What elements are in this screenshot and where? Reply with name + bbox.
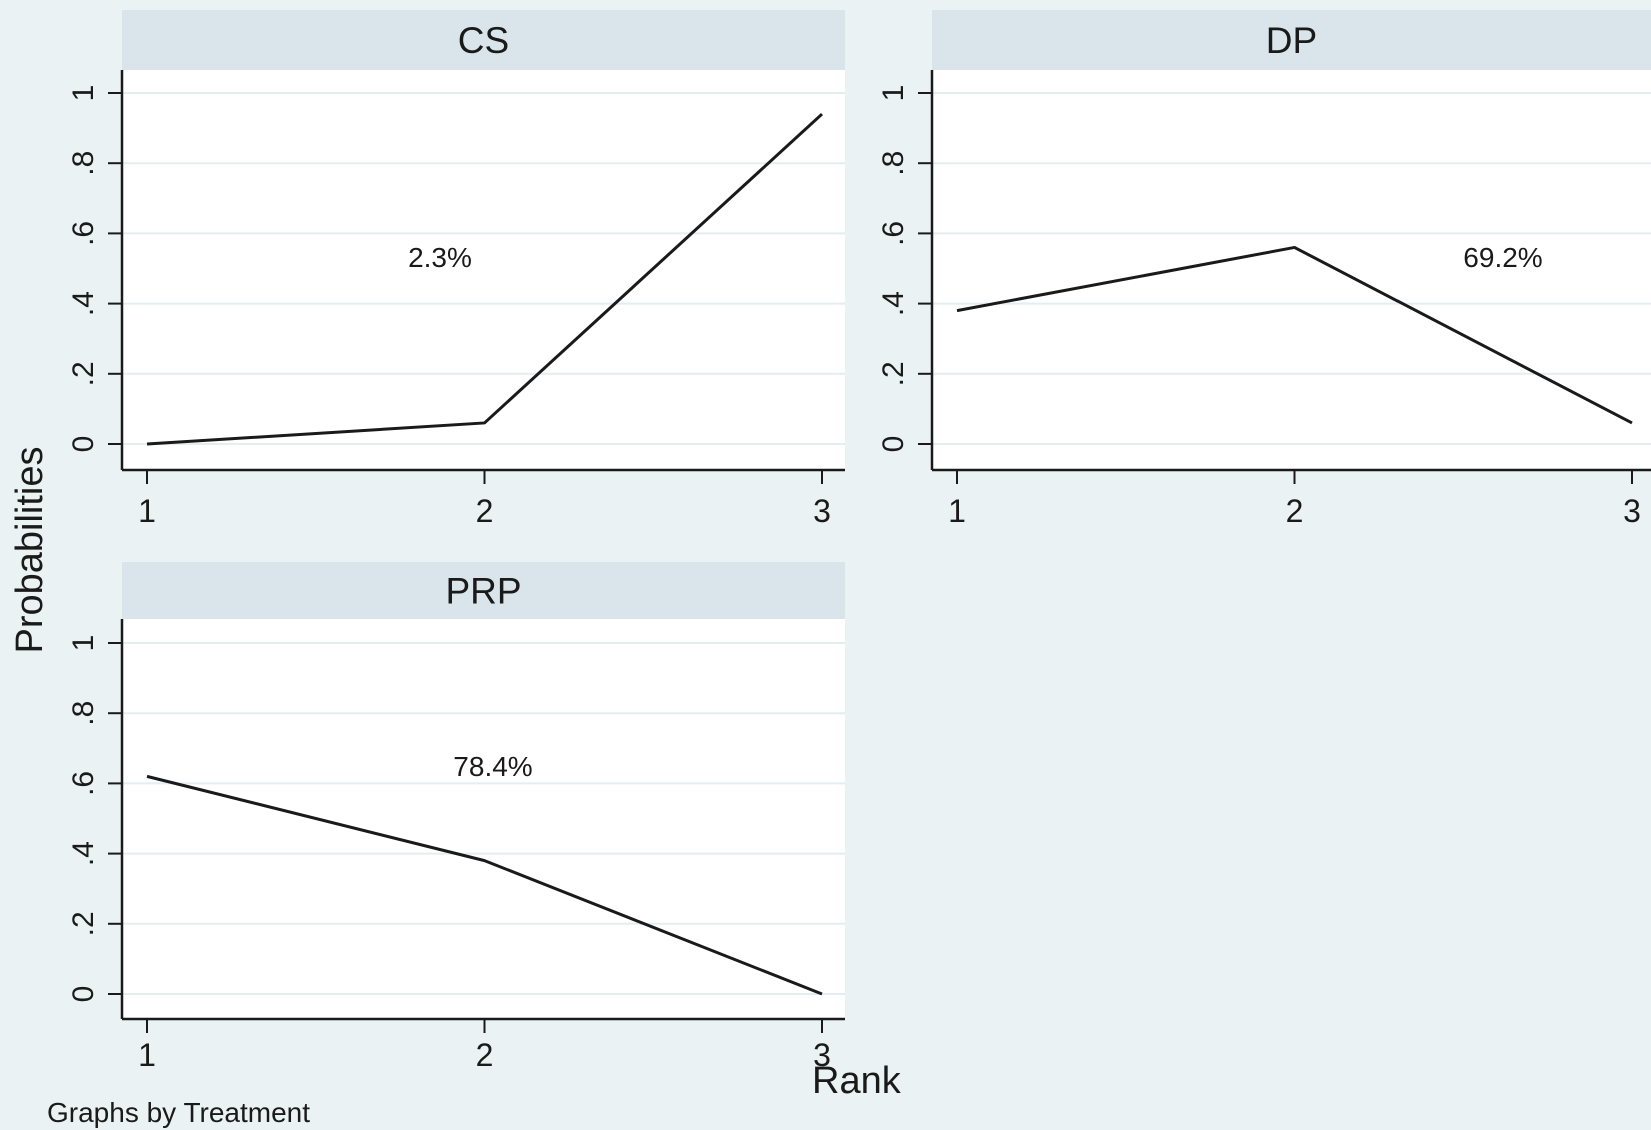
panel-title-strip bbox=[122, 10, 845, 70]
x-tick-label: 2 bbox=[476, 493, 494, 529]
x-tick-label: 1 bbox=[138, 493, 156, 529]
x-tick-label: 1 bbox=[138, 1037, 156, 1073]
x-tick-label: 3 bbox=[1623, 493, 1641, 529]
plot-area bbox=[122, 619, 845, 1019]
y-tick-label: 0 bbox=[67, 436, 100, 453]
y-tick-label: .6 bbox=[67, 221, 100, 246]
y-tick-label: .8 bbox=[877, 151, 910, 176]
y-tick-label: .6 bbox=[877, 221, 910, 246]
panel-title: CS bbox=[458, 20, 509, 61]
y-tick-label: .4 bbox=[877, 291, 910, 316]
y-tick-label: .2 bbox=[67, 361, 100, 386]
panel-title-strip bbox=[122, 562, 845, 619]
x-tick-label: 2 bbox=[476, 1037, 494, 1073]
panel-title-strip bbox=[932, 10, 1651, 70]
panel-title: PRP bbox=[445, 571, 521, 612]
panels-group: CS 0 .2 .4 .6 .8 1 1 2 3 2.3% DP 0 .2 .4 .6 .8 1 1 2 3 69.2% P… bbox=[67, 10, 1651, 1073]
x-tick-label: 2 bbox=[1286, 493, 1304, 529]
y-tick-label: .8 bbox=[67, 701, 100, 726]
y-tick-label: .4 bbox=[67, 291, 100, 316]
y-axis-label: Probabilities bbox=[9, 447, 51, 654]
x-tick-label: 1 bbox=[948, 493, 966, 529]
panel-title: DP bbox=[1266, 20, 1317, 61]
y-tick-label: .4 bbox=[67, 841, 100, 866]
graphs-by-note: Graphs by Treatment bbox=[47, 1097, 310, 1128]
x-axis-label: Rank bbox=[812, 1060, 902, 1102]
y-tick-label: .2 bbox=[67, 911, 100, 936]
plot-area bbox=[932, 70, 1651, 470]
panel-cs: CS 0 .2 .4 .6 .8 1 1 2 3 2.3% bbox=[67, 10, 845, 529]
panel-prp: PRP 0 .2 .4 .6 .8 1 1 2 3 78.4% bbox=[67, 562, 845, 1073]
x-tick-label: 3 bbox=[813, 1037, 831, 1073]
series-line bbox=[956, 245, 1633, 425]
y-tick-label: .8 bbox=[67, 151, 100, 176]
y-tick-label: .6 bbox=[67, 771, 100, 796]
plot-area bbox=[122, 70, 845, 470]
y-tick-label: 0 bbox=[67, 986, 100, 1003]
y-tick-label: 0 bbox=[877, 436, 910, 453]
series-line bbox=[146, 112, 824, 446]
y-tick-label: 1 bbox=[67, 635, 100, 652]
panel-dp: DP 0 .2 .4 .6 .8 1 1 2 3 69.2% bbox=[877, 10, 1651, 529]
sucra-annotation: 69.2% bbox=[1463, 242, 1542, 273]
sucra-annotation: 78.4% bbox=[453, 751, 532, 782]
series-line bbox=[146, 774, 823, 996]
x-tick-label: 3 bbox=[813, 493, 831, 529]
y-tick-label: 1 bbox=[67, 85, 100, 102]
sucra-annotation: 2.3% bbox=[408, 242, 472, 273]
y-tick-label: .2 bbox=[877, 361, 910, 386]
y-tick-label: 1 bbox=[877, 85, 910, 102]
